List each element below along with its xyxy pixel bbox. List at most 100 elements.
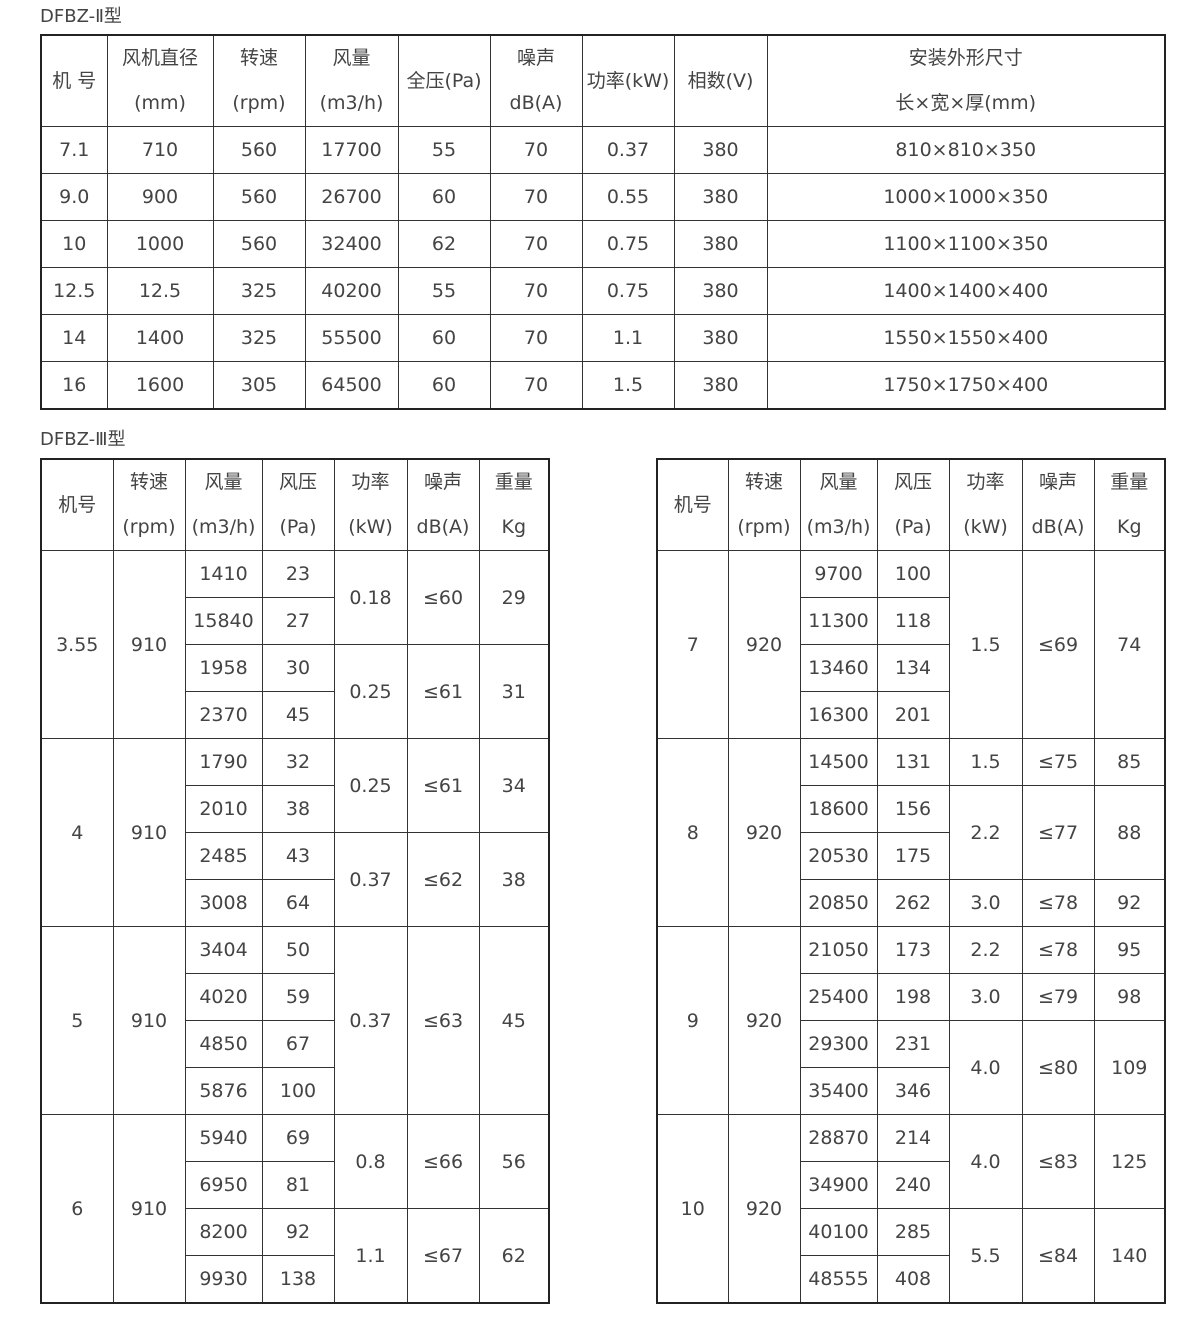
airflow-cell: 6950: [184, 1161, 263, 1209]
table-cell: 380: [673, 267, 768, 315]
table-cell: 60: [397, 173, 491, 221]
table-cell: 1.5: [581, 361, 675, 410]
noise-cell: ≤62: [406, 832, 480, 927]
column-header-unit: (rpm): [737, 516, 791, 538]
table-cell: 64500: [304, 361, 399, 410]
pressure-cell: 45: [261, 691, 335, 739]
table-cell: 62: [397, 220, 491, 268]
table-cell: 55: [397, 267, 491, 315]
model-number-cell: 6: [40, 1114, 114, 1304]
airflow-cell: 13460: [799, 644, 878, 692]
table-cell: 305: [212, 361, 306, 410]
pressure-cell: 32: [261, 738, 335, 786]
pressure-cell: 262: [876, 879, 950, 927]
noise-cell: ≤78: [1021, 926, 1095, 974]
table-row: 16300 201: [657, 691, 1165, 739]
airflow-cell: 14500: [799, 738, 878, 786]
column-header-unit: (m3/h): [319, 92, 384, 114]
pressure-cell: 64: [261, 879, 335, 927]
pressure-cell: 100: [261, 1067, 335, 1115]
table-cell: 9.0: [40, 173, 108, 221]
column-header: 风压 (Pa): [876, 458, 950, 551]
power-cell: 3.0: [948, 879, 1023, 927]
column-header-label: 安装外形尺寸: [908, 47, 1023, 69]
table-row: 8 920 14500 131 1.5 ≤75 85: [656, 738, 1166, 927]
column-header-unit: (rpm): [122, 516, 176, 538]
column-header-label: 转速: [744, 471, 783, 493]
table-row: 16 1600 305 64500 60 70 1.5 380 1750×1750×400: [40, 361, 1166, 410]
power-cell: 4.0: [948, 1020, 1023, 1115]
table-row: 18600 156 2.2 ≤77 88: [657, 785, 1166, 880]
airflow-cell: 8200: [184, 1208, 263, 1256]
column-header: 功率(kW): [581, 34, 675, 127]
pressure-cell: 38: [261, 785, 335, 833]
weight-cell: 125: [1093, 1114, 1166, 1209]
pressure-cell: 131: [876, 738, 950, 786]
column-header-label: 功率: [351, 471, 390, 493]
dfbz-ii-spec-table: 机 号 风机直径 (mm) 转速 (rpm) 风量 (m3/h) 全压(Pa) 噪声 dB(A) 功…: [40, 34, 1166, 410]
table-row: 8200 92 1.1 ≤67 62: [41, 1208, 550, 1304]
column-header: 机号: [656, 458, 729, 551]
pressure-cell: 231: [876, 1020, 950, 1068]
table-row: 3008 64: [41, 879, 549, 927]
table-row: 10 920 28870 214 4.0 ≤83 125: [656, 1114, 1166, 1304]
table-row: 4850 67: [41, 1020, 549, 1068]
pressure-cell: 346: [876, 1067, 950, 1115]
column-header: 风压 (Pa): [261, 458, 335, 551]
pressure-cell: 81: [261, 1161, 335, 1209]
table-row: 2370 45: [41, 691, 549, 739]
power-cell: 4.0: [948, 1114, 1023, 1209]
table-cell: 12.5: [106, 267, 214, 315]
table-row: 40100 285 5.5 ≤84 140: [657, 1208, 1166, 1304]
table-cell: 70: [489, 267, 583, 315]
column-header-unit: dB(A): [1031, 516, 1085, 538]
table-cell: 0.75: [581, 267, 675, 315]
airflow-cell: 3404: [184, 926, 263, 974]
table-cell: 0.55: [581, 173, 675, 221]
column-header-label: 转速: [239, 47, 278, 69]
table-cell: 70: [489, 173, 583, 221]
airflow-cell: 29300: [799, 1020, 878, 1068]
noise-cell: ≤84: [1021, 1208, 1095, 1304]
model-number-cell: 8: [656, 738, 729, 927]
column-header-unit: (mm): [134, 92, 186, 114]
noise-cell: ≤83: [1021, 1114, 1095, 1209]
table-row: 9930 138: [41, 1255, 549, 1304]
noise-cell: ≤60: [406, 550, 480, 645]
table-row: 7 920 9700 100 1.5 ≤69 74: [656, 550, 1166, 739]
table-cell: 710: [106, 126, 214, 174]
rpm-cell: 910: [112, 1114, 186, 1304]
airflow-cell: 9930: [184, 1255, 263, 1304]
airflow-cell: 4850: [184, 1020, 263, 1068]
table-row: 48555 408: [657, 1255, 1165, 1304]
power-cell: 1.5: [948, 550, 1023, 739]
airflow-cell: 2010: [184, 785, 263, 833]
table-cell: 32400: [304, 220, 399, 268]
column-header-unit: (m3/h): [191, 516, 256, 538]
column-header: 重量 Kg: [478, 458, 550, 551]
pressure-cell: 118: [876, 597, 950, 645]
table2-right-header-row: 机号 转速 (rpm) 风量 (m3/h) 风压 (Pa) 功率 (kW) 噪声 dB(A) 重量 Kg: [656, 458, 1166, 551]
weight-cell: 38: [478, 832, 550, 927]
pressure-cell: 175: [876, 832, 950, 880]
table-row: 15840 27: [41, 597, 549, 645]
column-header-label: 相数(V): [687, 69, 754, 92]
noise-cell: ≤61: [406, 738, 480, 833]
weight-cell: 88: [1093, 785, 1166, 880]
noise-cell: ≤78: [1021, 879, 1095, 927]
pressure-cell: 100: [876, 550, 950, 598]
table-cell: 1550×1550×400: [766, 314, 1166, 362]
table-cell: 55: [397, 126, 491, 174]
table-cell: 70: [489, 220, 583, 268]
column-header-label: 风量: [332, 47, 371, 69]
airflow-cell: 28870: [799, 1114, 878, 1162]
power-cell: 0.18: [333, 550, 408, 645]
pressure-cell: 23: [261, 550, 335, 598]
table-row: 6950 81: [41, 1161, 549, 1209]
pressure-cell: 50: [261, 926, 335, 974]
table-row: 20850 262 3.0 ≤78 92: [657, 879, 1166, 927]
column-header-unit: (kW): [963, 516, 1008, 538]
table-row: 4020 59: [41, 973, 549, 1021]
table-row: 3.55 910 1410 23 0.18 ≤60 29: [40, 550, 550, 739]
table-cell: 0.37: [581, 126, 675, 174]
